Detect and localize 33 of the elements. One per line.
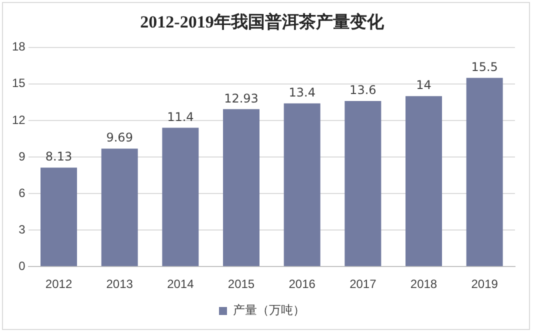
y-tick-label: 18	[12, 40, 26, 54]
bar	[344, 100, 382, 266]
y-tick-label: 6	[18, 186, 26, 200]
bar	[101, 148, 138, 266]
x-tick-label: 2016	[288, 277, 316, 292]
y-tick-label: 0	[18, 258, 26, 273]
bar	[162, 128, 199, 266]
chart-title: 2012-2019年我国普洱茶产量变化	[140, 12, 385, 32]
y-tick-label: 15	[12, 76, 26, 90]
bar	[40, 168, 78, 266]
x-tick-label: 2017	[350, 277, 377, 292]
data-label: 14	[416, 78, 432, 92]
data-label: 8.13	[45, 150, 72, 164]
x-tick-label: 2013	[106, 277, 134, 292]
y-tick-label: 12	[12, 112, 26, 127]
legend-label: 产量（万吨）	[233, 303, 305, 318]
x-tick-label: 2018	[410, 277, 438, 292]
bar	[466, 78, 503, 266]
x-tick-label: 2012	[45, 277, 72, 292]
y-tick-label: 3	[18, 222, 26, 236]
data-label: 9.69	[106, 130, 133, 145]
x-tick-label: 2015	[228, 277, 255, 292]
bar	[284, 103, 320, 266]
data-label: 12.93	[224, 91, 258, 106]
data-label: 11.4	[167, 110, 194, 124]
data-label: 13.4	[288, 86, 316, 100]
bar	[223, 109, 260, 266]
x-tick-label: 2019	[471, 277, 498, 292]
data-label: 13.6	[350, 83, 376, 98]
bar	[406, 96, 442, 266]
x-tick-label: 2014	[167, 277, 194, 292]
y-tick-label: 9	[18, 149, 26, 164]
data-label: 15.5	[471, 60, 498, 74]
